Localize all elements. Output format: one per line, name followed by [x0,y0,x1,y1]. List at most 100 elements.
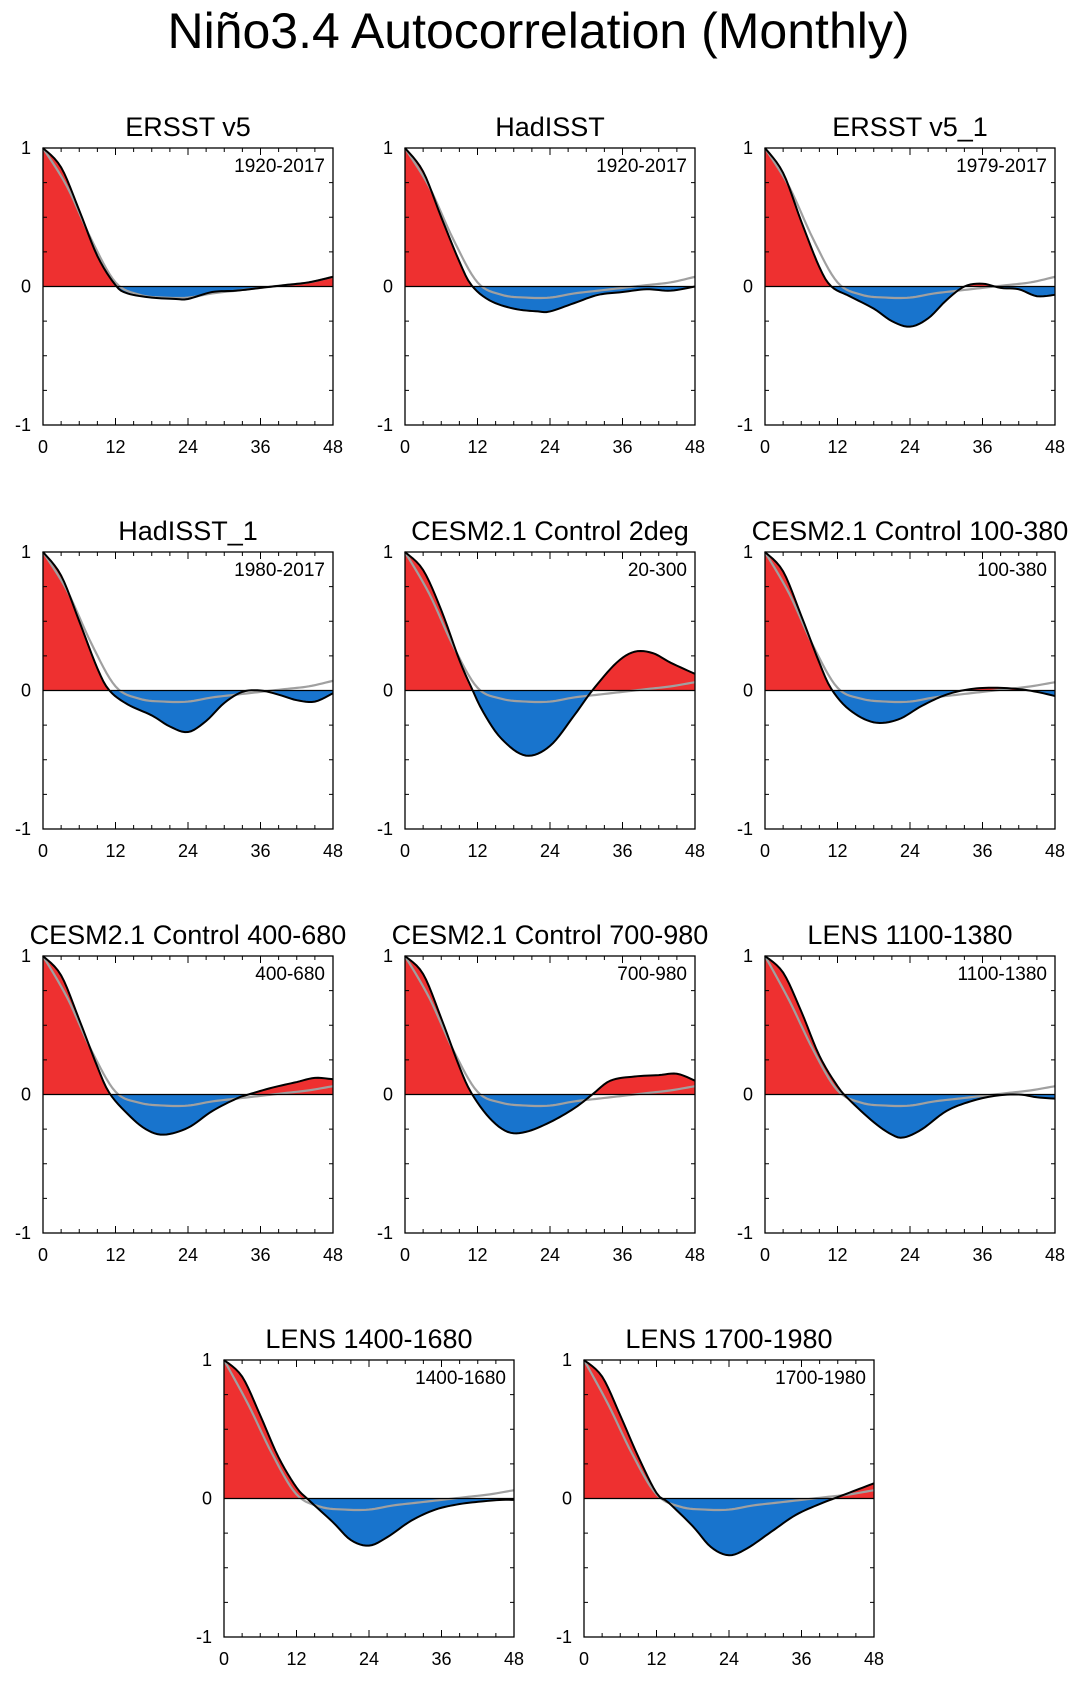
autocorrelation-panel: 0 12 24 36 48 1 0 -1 CESM2.1 Control 2deg 20-300 [377,516,705,861]
positive-fill [405,148,695,287]
positive-fill [43,148,333,287]
y-tick-label: -1 [377,819,393,839]
period-label: 1100-1380 [958,964,1047,985]
y-tick-label: -1 [377,1223,393,1243]
period-label: 1979-2017 [956,156,1047,177]
y-tick-label: 1 [743,542,753,562]
x-tick-label: 0 [400,841,410,861]
y-tick-label: 1 [21,542,31,562]
negative-fill [405,286,695,313]
panel-title: HadISST_1 [118,516,258,546]
y-tick-label: 1 [743,138,753,158]
x-tick-label: 36 [612,437,632,457]
y-tick-label: 0 [21,1085,31,1105]
y-tick-label: 0 [743,681,753,701]
x-tick-label: 0 [400,1245,410,1265]
period-label: 1920-2017 [596,156,687,177]
panel-title: LENS 1400-1680 [265,1324,472,1354]
autocorrelation-line [583,1359,875,1557]
negative-fill [765,690,1055,723]
negative-fill [765,286,1055,327]
x-tick-label: 12 [467,1245,487,1265]
autocorrelation-panel: 0 12 24 36 48 1 0 -1 LENS 1700-1980 1700-1980 [556,1324,884,1669]
positive-fill [765,956,1055,1095]
reference-line [764,955,1056,1108]
x-tick-label: 24 [178,1245,198,1265]
autocorrelation-line [404,147,696,314]
panel-title: ERSST v5 [125,112,251,142]
y-tick-label: 1 [562,1350,572,1370]
y-tick-label: 0 [383,681,393,701]
panel-title: HadISST [495,112,605,142]
panel-title: LENS 1700-1980 [625,1324,832,1354]
autocorrelation-panel: 0 12 24 36 48 1 0 -1 CESM2.1 Control 100-380 100-… [737,516,1068,861]
autocorrelation-panel: 0 12 24 36 48 1 0 -1 CESM2.1 Control 700-980 700-… [377,920,708,1265]
x-tick-label: 0 [760,841,770,861]
x-tick-label: 12 [467,437,487,457]
autocorrelation-panel: 0 12 24 36 48 1 0 -1 ERSST v5_1 1979-2017 [737,112,1065,457]
positive-fill [224,1360,514,1499]
x-tick-label: 24 [540,1245,560,1265]
x-tick-label: 0 [38,841,48,861]
x-tick-label: 48 [1045,1245,1065,1265]
autocorrelation-line [764,551,1056,724]
x-tick-label: 12 [105,1245,125,1265]
autocorrelation-panel: 0 12 24 36 48 1 0 -1 LENS 1100-1380 1100-1380 [737,920,1065,1265]
negative-fill [405,690,695,756]
y-tick-label: -1 [737,1223,753,1243]
x-tick-label: 48 [864,1649,884,1669]
period-label: 400-680 [255,964,325,985]
period-label: 1400-1680 [415,1368,506,1389]
panel-title: ERSST v5_1 [832,112,988,142]
x-tick-label: 0 [400,437,410,457]
negative-fill [43,286,333,300]
x-tick-label: 0 [219,1649,229,1669]
y-tick-label: 0 [21,277,31,297]
x-tick-label: 24 [900,437,920,457]
negative-fill [43,1094,333,1135]
reference-line [583,1359,875,1512]
y-tick-label: -1 [737,819,753,839]
autocorrelation-line [404,955,696,1135]
negative-fill [43,690,333,733]
x-tick-label: 36 [791,1649,811,1669]
y-tick-label: -1 [377,415,393,435]
x-tick-label: 0 [760,437,770,457]
autocorrelation-line [404,551,696,757]
x-tick-label: 12 [646,1649,666,1669]
period-label: 700-980 [617,964,687,985]
x-tick-label: 48 [685,841,705,861]
positive-fill [765,148,1055,287]
period-label: 100-380 [977,560,1047,581]
y-tick-label: -1 [196,1627,212,1647]
reference-line [223,1359,515,1512]
autocorrelation-panel: 0 12 24 36 48 1 0 -1 HadISST 1920-2017 [377,112,705,457]
x-tick-label: 48 [504,1649,524,1669]
autocorrelation-panel: 0 12 24 36 48 1 0 -1 CESM2.1 Control 400-680 400-… [15,920,346,1265]
y-tick-label: 1 [383,946,393,966]
reference-line [42,551,334,704]
x-tick-label: 48 [1045,437,1065,457]
y-tick-label: 1 [202,1350,212,1370]
period-label: 20-300 [628,560,687,581]
x-tick-label: 36 [612,1245,632,1265]
x-tick-label: 48 [685,1245,705,1265]
x-tick-label: 12 [467,841,487,861]
negative-fill [584,1498,874,1556]
x-tick-label: 12 [827,1245,847,1265]
y-tick-label: 1 [21,138,31,158]
autocorrelation-line [764,147,1056,328]
x-tick-label: 12 [827,841,847,861]
panel-title: CESM2.1 Control 100-380 [752,516,1069,546]
autocorrelation-panel: 0 12 24 36 48 1 0 -1 ERSST v5 1920-2017 [15,112,343,457]
x-tick-label: 24 [900,841,920,861]
autocorrelation-line [42,147,334,301]
y-tick-label: 1 [383,138,393,158]
autocorrelation-line [42,551,334,734]
y-tick-label: 0 [743,277,753,297]
negative-fill [765,1094,1055,1138]
y-tick-label: -1 [737,415,753,435]
autocorrelation-panel: 0 12 24 36 48 1 0 -1 LENS 1400-1680 1400-1680 [196,1324,524,1669]
panel-title: LENS 1100-1380 [807,920,1012,950]
